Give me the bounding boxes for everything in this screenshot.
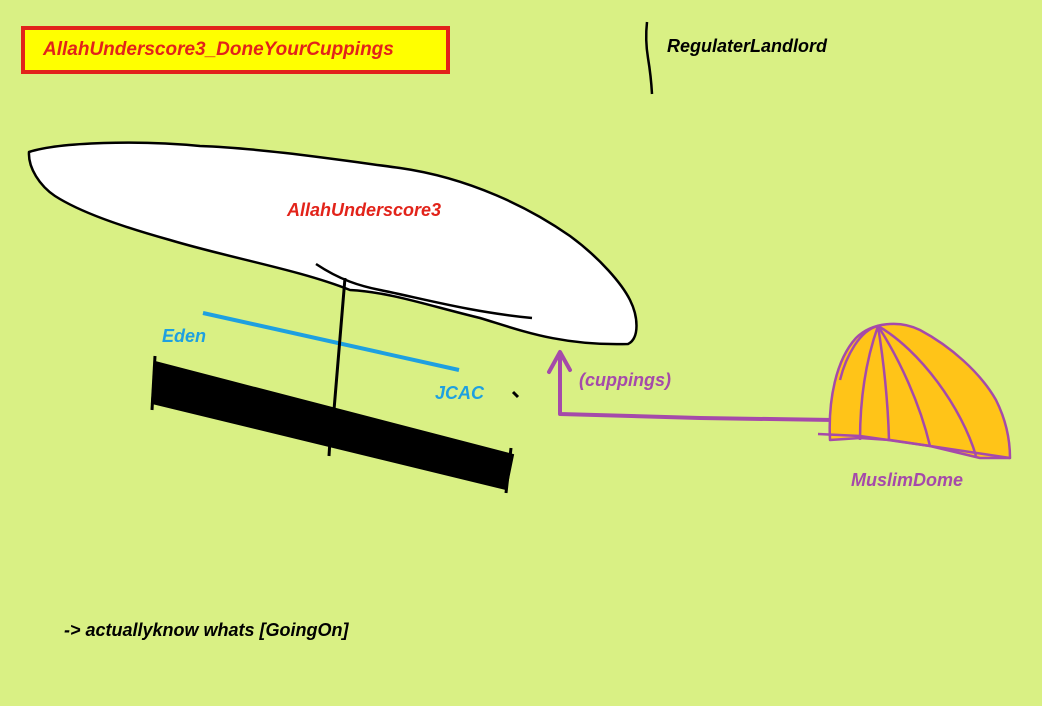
- regulater-label: RegulaterLandlord: [667, 36, 828, 56]
- dome-label: MuslimDome: [851, 470, 963, 490]
- cuppings-arrow-line: [558, 352, 835, 422]
- slab-mid-tick: [327, 439, 332, 457]
- dome-rib-2: [876, 325, 891, 441]
- small-dash: [511, 390, 520, 399]
- dome-rib-5: [838, 324, 879, 381]
- title-box: AllahUnderscore3_DoneYourCuppings: [21, 26, 450, 74]
- cuppings-label: (cuppings): [579, 370, 671, 390]
- blimp-label: AllahUnderscore3: [286, 200, 441, 220]
- dome-base-line: [817, 432, 1011, 460]
- footer-label: -> actuallyknow whats [GoingOn]: [64, 620, 350, 640]
- cuppings-arrowhead: [547, 350, 572, 374]
- dome-rib-4: [877, 324, 978, 457]
- eden-label: Eden: [162, 326, 206, 346]
- jcac-label: JCAC: [435, 383, 485, 403]
- blimp-underside-stroke: [315, 262, 533, 320]
- dome-rib-3: [876, 325, 932, 447]
- eden-jcac-line: [202, 311, 460, 372]
- page-title: AllahUnderscore3_DoneYourCuppings: [43, 39, 394, 60]
- slab-right-edge: [504, 447, 513, 494]
- blimp-shape: [27, 141, 638, 346]
- slab-left-edge: [150, 355, 157, 411]
- dome-rib-1: [858, 325, 880, 441]
- divider-line: [644, 21, 654, 95]
- tether-pole: [332, 277, 347, 411]
